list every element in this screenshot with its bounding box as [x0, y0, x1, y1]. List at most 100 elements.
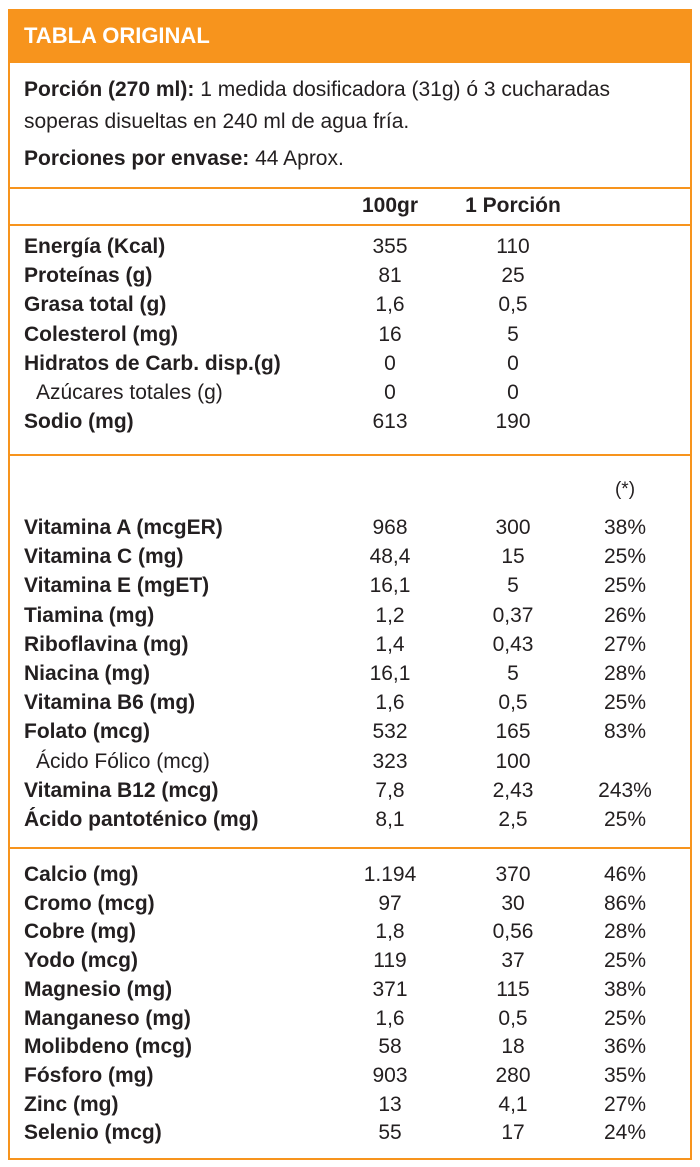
value-portion: 0,56: [492, 920, 534, 944]
value-vdr: 25%: [603, 808, 647, 831]
row-label: Sodio (mg): [24, 410, 134, 434]
value-100g: 968: [372, 516, 408, 539]
value-portion: 0,5: [498, 293, 528, 317]
row-label: Proteínas (g): [24, 264, 153, 288]
value-portion: 2,5: [498, 808, 528, 831]
row-label: Vitamina B6 (mg): [24, 691, 196, 715]
value-100g: 1,6: [375, 691, 405, 715]
value-vdr: 36%: [603, 1035, 647, 1059]
value-100g: 371: [372, 977, 408, 1001]
column-header: 100gr: [361, 194, 419, 217]
serving-text: soperas disueltas en 240 ml de agua fría…: [24, 110, 410, 133]
value-100g: 1,8: [375, 920, 405, 944]
separator: [10, 224, 690, 226]
row-label: Vitamina C (mg): [24, 545, 184, 569]
value-portion: 5: [507, 574, 519, 598]
value-vdr: 27%: [603, 632, 647, 656]
value-vdr: 38%: [603, 977, 647, 1001]
value-100g: 323: [372, 749, 408, 773]
value-portion: 0: [507, 381, 519, 404]
row-label: Grasa total (g): [24, 293, 167, 317]
row-label: Cobre (mg): [24, 920, 136, 944]
row-label: Azúcares totales (g): [36, 381, 223, 404]
value-100g: 16: [378, 322, 402, 346]
value-portion: 30: [501, 891, 525, 915]
value-portion: 25: [501, 264, 525, 288]
value-vdr: 46%: [603, 863, 647, 886]
table-title: TABLA ORIGINAL: [24, 23, 210, 48]
value-100g: 613: [372, 410, 408, 434]
value-100g: 16,1: [369, 662, 411, 685]
value-100g: 1,4: [375, 632, 405, 656]
separator: [10, 454, 690, 456]
row-label: Ácido pantoténico (mg): [24, 808, 259, 831]
value-100g: 1,6: [375, 293, 405, 317]
value-portion: 5: [507, 662, 519, 685]
value-portion: 0,5: [498, 1006, 528, 1030]
value-100g: 0: [384, 381, 396, 404]
value-100g: 7,8: [375, 778, 405, 802]
value-100g: 1.194: [363, 863, 417, 886]
value-portion: 0,5: [498, 691, 528, 715]
value-portion: 165: [495, 720, 531, 744]
row-label: Folato (mcg): [24, 720, 150, 744]
row-label: Ácido Fólico (mcg): [36, 749, 210, 773]
value-vdr: 26%: [603, 603, 647, 627]
value-100g: 1,2: [375, 603, 405, 627]
value-portion: 100: [495, 749, 531, 773]
value-portion: 0,37: [492, 603, 534, 627]
value-vdr: 35%: [603, 1063, 647, 1087]
column-header: 1 Porción: [465, 194, 561, 217]
row-label: Manganeso (mg): [24, 1006, 191, 1030]
servings-value: 44 Aprox.: [255, 147, 344, 170]
value-100g: 532: [372, 720, 408, 744]
value-portion: 2,43: [492, 778, 534, 802]
value-portion: 4,1: [498, 1092, 528, 1116]
serving-label: Porción (270 ml):: [24, 78, 195, 101]
row-label: Selenio (mcg): [24, 1121, 162, 1145]
value-portion: 190: [495, 410, 531, 434]
value-100g: 13: [378, 1092, 402, 1116]
value-vdr: 25%: [603, 691, 647, 715]
row-label: Tiamina (mg): [24, 603, 155, 627]
value-portion: 0,43: [492, 632, 534, 656]
row-label: Vitamina A (mcgER): [24, 516, 223, 539]
servings-line: Porciones por envase: 44 Aprox.: [24, 146, 344, 172]
value-100g: 355: [372, 235, 408, 258]
row-label: Vitamina E (mgET): [24, 574, 210, 598]
value-100g: 97: [378, 891, 402, 915]
value-portion: 115: [496, 977, 530, 1001]
value-100g: 48,4: [369, 545, 411, 569]
separator: [10, 187, 690, 189]
row-label: Zinc (mg): [24, 1092, 119, 1116]
value-100g: 8,1: [375, 808, 405, 831]
row-label: Niacina (mg): [24, 662, 151, 685]
row-label: Hidratos de Carb. disp.(g): [24, 351, 281, 375]
servings-label: Porciones por envase:: [24, 147, 250, 170]
row-label: Calcio (mg): [24, 863, 139, 886]
value-portion: 37: [501, 949, 525, 973]
value-vdr: 25%: [603, 1006, 647, 1030]
value-portion: 18: [501, 1035, 525, 1059]
value-portion: 280: [495, 1063, 531, 1087]
value-100g: 16,1: [369, 574, 411, 598]
value-100g: 903: [372, 1063, 408, 1087]
value-100g: 1,6: [375, 1006, 405, 1030]
value-vdr: 25%: [603, 949, 647, 973]
value-100g: 58: [378, 1035, 402, 1059]
header-bar: [8, 9, 692, 63]
value-vdr: 24%: [603, 1121, 647, 1145]
value-100g: 119: [373, 949, 407, 973]
row-label: Fósforo (mg): [24, 1063, 154, 1087]
value-portion: 0: [507, 351, 519, 375]
value-vdr: 83%: [603, 720, 647, 744]
row-label: Yodo (mcg): [24, 949, 138, 973]
value-vdr: 25%: [603, 545, 647, 569]
value-portion: 110: [496, 235, 530, 258]
value-100g: 81: [378, 264, 402, 288]
row-label: Colesterol (mg): [24, 322, 179, 346]
value-portion: 370: [495, 863, 531, 886]
row-label: Molibdeno (mcg): [24, 1035, 192, 1059]
value-vdr: 38%: [603, 516, 647, 539]
